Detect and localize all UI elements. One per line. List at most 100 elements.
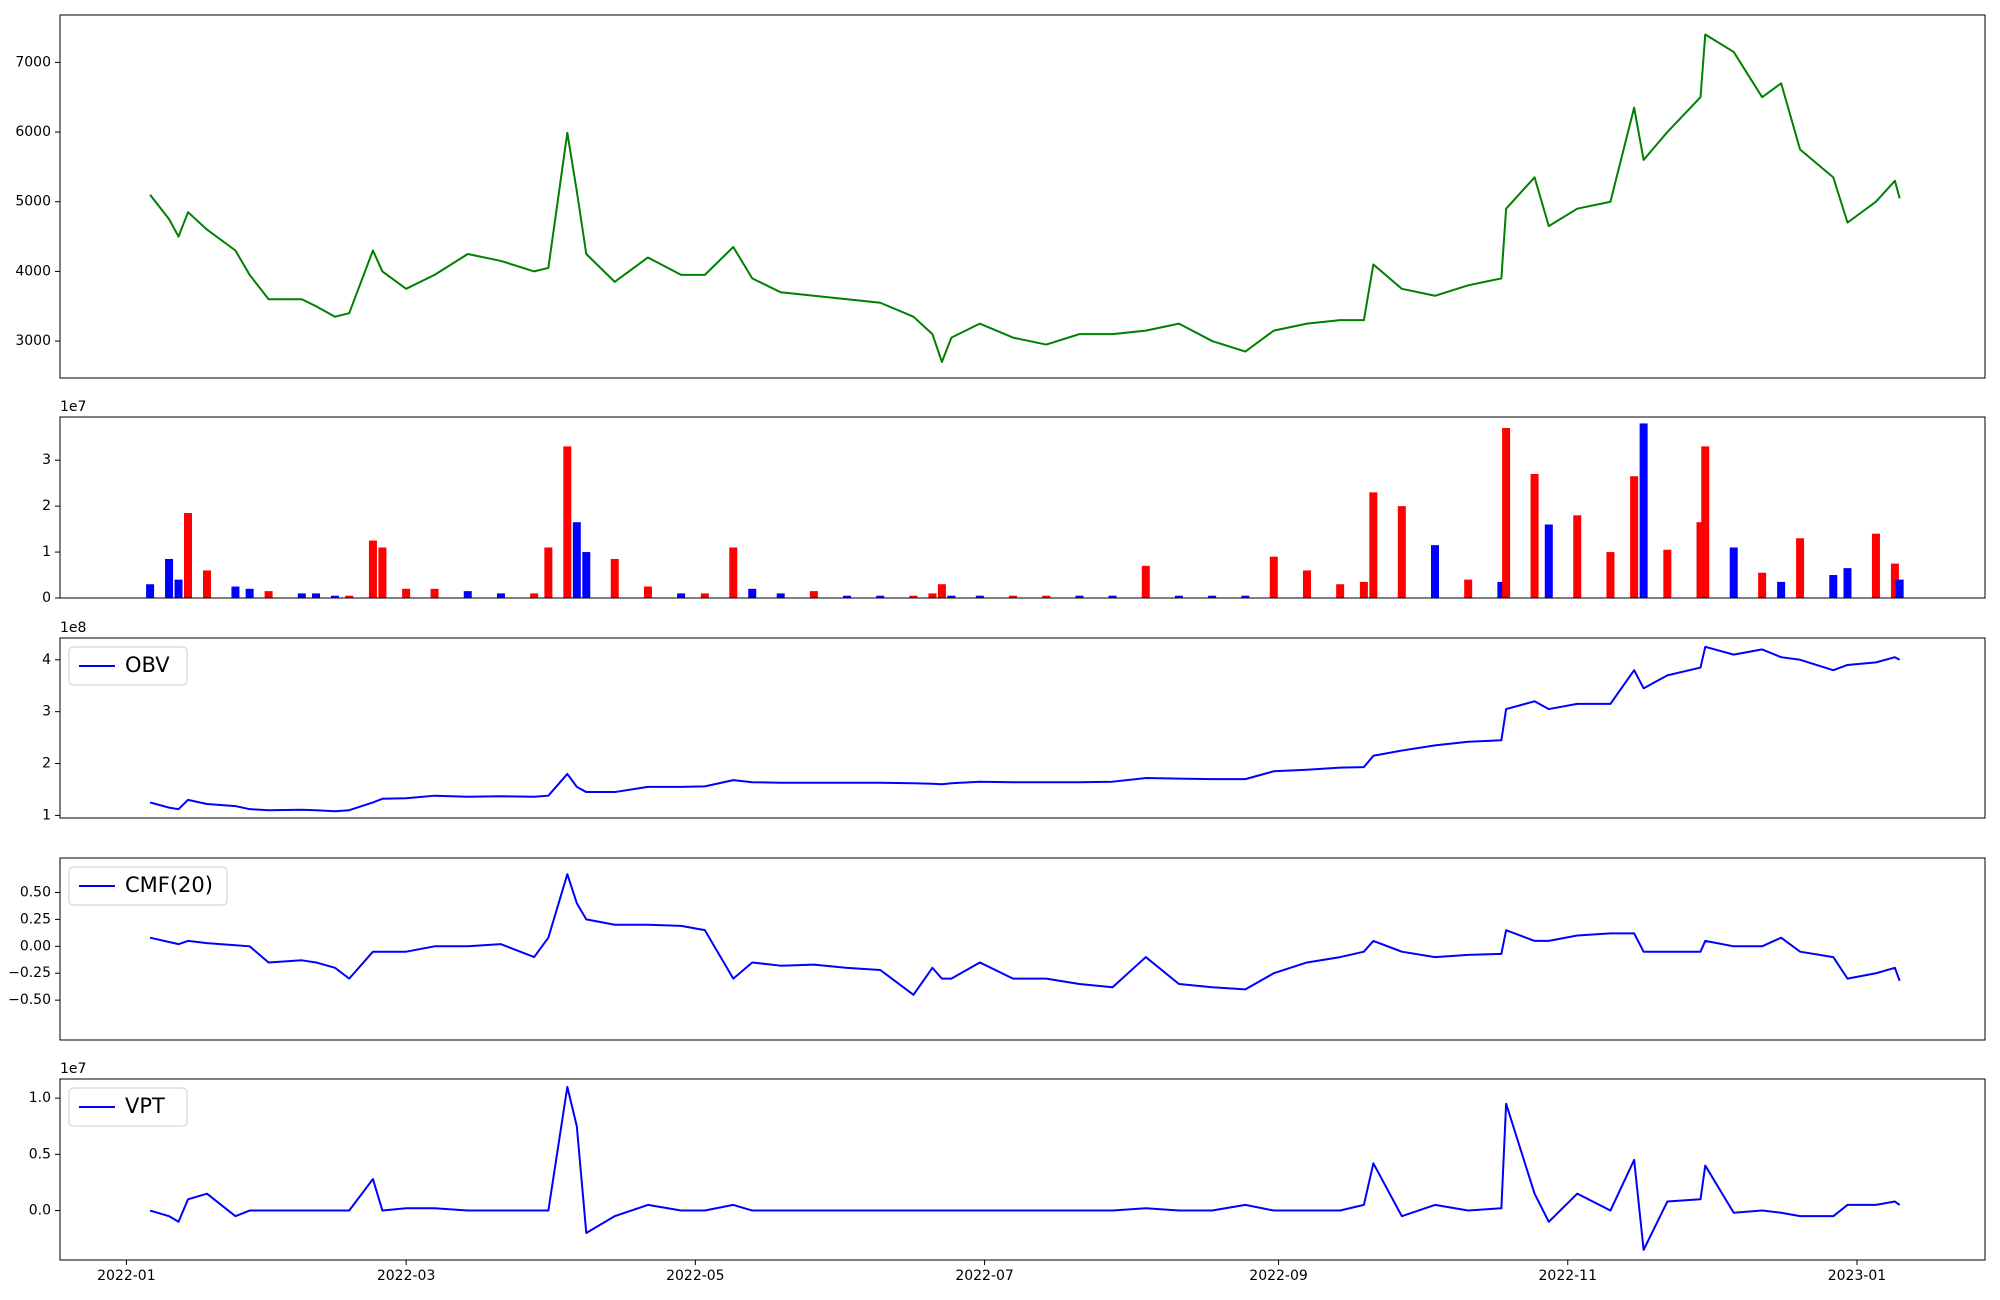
volume-bar — [677, 593, 686, 598]
y-offset-label: 1e7 — [60, 1061, 86, 1077]
y-tick-label: 2 — [42, 498, 51, 514]
x-tick-label: 2022-01 — [97, 1268, 156, 1284]
volume-bar — [1758, 572, 1767, 598]
volume-bar — [582, 552, 591, 598]
volume-bar — [1843, 568, 1852, 598]
y-tick-label: 3000 — [15, 333, 51, 349]
volume-bar — [729, 547, 738, 598]
y-tick-label: −0.25 — [8, 965, 51, 981]
legend-box — [68, 1087, 188, 1127]
y-tick-label: 7000 — [15, 54, 51, 70]
axes-frame — [59, 857, 1986, 1041]
axes-frame — [59, 637, 1986, 819]
y-offset-label: 1e8 — [60, 620, 86, 636]
volume-bar — [1108, 595, 1117, 598]
volume-bar — [146, 584, 155, 598]
volume-bar — [1208, 595, 1217, 598]
y-tick-label: 1.0 — [29, 1090, 51, 1106]
y-tick-label: 0.00 — [20, 938, 51, 954]
volume-bar — [1663, 549, 1672, 598]
volume-bar — [1369, 492, 1378, 598]
volume-bar — [345, 595, 354, 598]
legend-label: VPT — [125, 1094, 165, 1118]
volume-bar — [572, 522, 581, 598]
volume-bar — [1431, 545, 1439, 598]
data-line — [149, 873, 1901, 996]
data-line — [149, 645, 1901, 813]
x-tick-label: 2022-09 — [1249, 1268, 1308, 1284]
volume-bar — [1544, 524, 1553, 598]
volume-bar — [876, 595, 885, 598]
volume-bar — [1302, 570, 1311, 598]
volume-bar — [1241, 595, 1250, 598]
y-tick-label: 4000 — [15, 263, 51, 279]
x-tick-label: 2022-05 — [666, 1268, 725, 1284]
volume-bar — [174, 579, 183, 598]
volume-bar — [312, 593, 321, 598]
volume-bar — [700, 593, 709, 598]
volume-bar — [378, 547, 387, 598]
volume-bar — [463, 591, 472, 598]
y-tick-label: 0 — [42, 590, 51, 606]
data-line — [149, 1085, 1901, 1251]
volume-bar — [264, 591, 273, 598]
volume-bar — [975, 595, 984, 598]
volume-bar — [1075, 595, 1084, 598]
y-tick-label: 0.50 — [20, 884, 51, 900]
volume-bar — [202, 570, 211, 598]
y-tick-label: −0.50 — [8, 992, 51, 1008]
volume-bar — [1729, 547, 1738, 598]
volume-bar — [1696, 522, 1705, 598]
y-tick-label: 1 — [42, 544, 51, 560]
volume-bar — [1895, 579, 1904, 598]
axes-frame — [59, 14, 1986, 379]
volume-bar — [1042, 595, 1051, 598]
volume-bar — [643, 586, 652, 598]
y-offset-label: 1e7 — [60, 399, 86, 415]
volume-bar — [1796, 538, 1805, 598]
y-tick-label: 6000 — [15, 124, 51, 140]
volume-bar — [1397, 506, 1406, 598]
volume-bar — [184, 513, 193, 598]
y-tick-label: 5000 — [15, 194, 51, 210]
volume-bar — [1269, 556, 1278, 598]
volume-bar — [368, 540, 377, 598]
legend-box — [68, 866, 228, 906]
y-tick-label: 4 — [42, 652, 51, 668]
data-line — [149, 33, 1901, 363]
x-tick-label: 2022-11 — [1539, 1268, 1598, 1284]
volume-bar — [928, 593, 937, 598]
volume-bar — [245, 588, 254, 598]
legend-label: CMF(20) — [125, 873, 213, 897]
volume-bar — [1497, 581, 1506, 598]
volume-bar — [1141, 565, 1150, 598]
y-tick-label: 0.5 — [29, 1146, 51, 1162]
volume-bar — [530, 593, 539, 598]
volume-bar — [776, 593, 785, 598]
volume-bar — [231, 586, 240, 598]
axes-frame — [59, 416, 1986, 599]
volume-bar — [544, 547, 553, 598]
volume-bar — [610, 558, 619, 598]
x-tick-label: 2022-03 — [377, 1268, 436, 1284]
volume-bar — [1777, 581, 1786, 598]
volume-bar — [937, 584, 946, 598]
volume-bar — [1530, 473, 1539, 598]
volume-bar — [1573, 515, 1582, 598]
x-tick-label: 2022-07 — [955, 1268, 1014, 1284]
volume-bar — [748, 588, 757, 598]
volume-bar — [563, 446, 572, 598]
volume-bar — [809, 591, 818, 598]
volume-bar — [430, 588, 439, 598]
y-tick-label: 0.0 — [29, 1203, 51, 1219]
x-tick-label: 2023-01 — [1828, 1268, 1887, 1284]
volume-bar — [843, 595, 852, 598]
volume-bar — [1701, 446, 1710, 598]
legend-label: OBV — [125, 653, 170, 677]
y-tick-label: 1 — [42, 807, 51, 823]
volume-bar — [1359, 581, 1368, 598]
volume-bar — [1336, 584, 1345, 598]
volume-bar — [402, 588, 411, 598]
legend-box — [68, 646, 188, 686]
